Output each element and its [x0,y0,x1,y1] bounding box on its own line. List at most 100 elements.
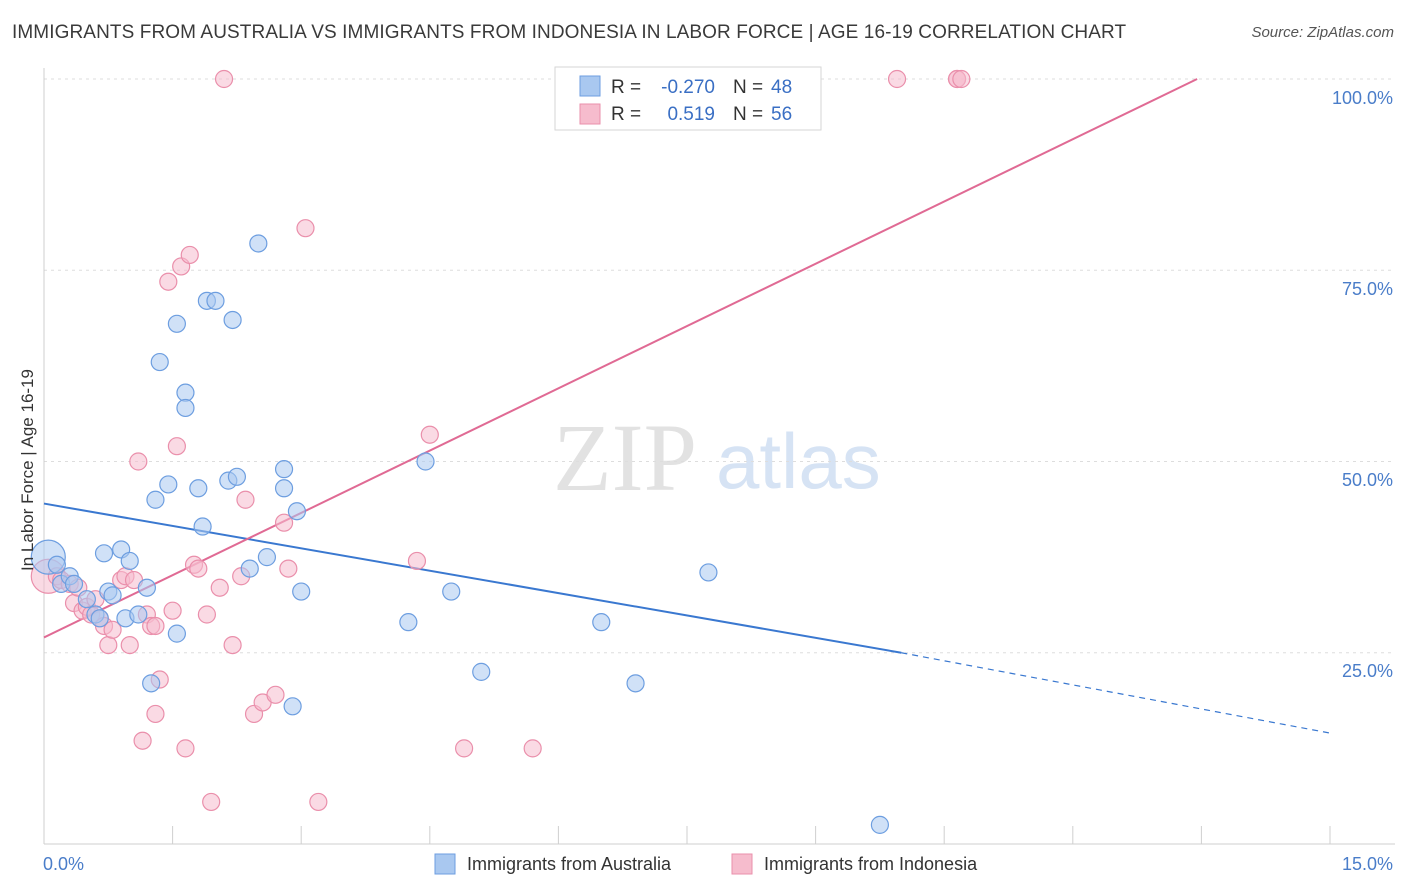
chart-title: IMMIGRANTS FROM AUSTRALIA VS IMMIGRANTS … [12,22,1127,43]
point-australia [442,582,461,601]
point-australia [167,314,186,333]
series-legend-label-indonesia: Immigrants from Indonesia [764,854,978,874]
point-indonesia [309,792,328,812]
point-australia [90,609,109,628]
point-australia [137,578,156,597]
point-australia [47,555,66,574]
point-australia [193,517,212,536]
legend-swatch-indonesia [579,103,601,125]
point-australia [142,674,161,693]
point-indonesia [197,605,216,624]
point-indonesia [159,272,178,291]
point-indonesia [279,559,298,578]
point-australia [146,490,165,509]
legend-n-label-australia: N = [733,77,763,98]
point-indonesia [176,739,195,758]
legend-n-label-indonesia: N = [733,104,763,125]
y-tick-label-100: 100.0% [1332,88,1393,108]
point-indonesia [952,69,971,89]
point-indonesia [103,620,122,639]
point-australia [176,398,195,418]
point-australia [287,502,307,521]
point-indonesia [214,69,234,89]
point-australia [103,586,122,605]
correlation-legend: R = -0.270 N = 48 R = 0.519 N = 56 [554,66,822,131]
point-indonesia [189,559,208,578]
point-australia [249,234,268,253]
legend-r-value-australia: -0.270 [661,77,715,98]
point-indonesia [296,219,315,238]
point-indonesia [202,792,221,812]
point-australia [227,467,246,486]
point-australia [274,460,294,479]
legend-n-value-australia: 48 [771,77,792,98]
y-axis-label: In Labor Force | Age 16-19 [18,369,37,571]
point-indonesia [223,635,242,655]
x-tick-label-min: 0.0% [43,854,84,874]
legend-r-label-australia: R = [611,77,641,98]
point-indonesia [99,635,118,655]
trend-lines [43,78,1331,734]
series-legend: Immigrants from Australia Immigrants fro… [434,853,978,875]
y-tick-label-75: 75.0% [1342,279,1393,299]
point-australia [870,815,890,834]
point-indonesia [146,616,165,636]
point-australia [159,475,178,494]
point-indonesia [180,245,199,265]
point-australia [257,548,277,567]
point-indonesia [129,452,148,471]
point-australia [120,551,139,571]
point-australia [592,613,611,632]
point-australia [283,697,302,716]
point-australia [150,352,169,372]
point-indonesia [420,425,439,444]
series-legend-label-australia: Immigrants from Australia [467,854,672,874]
legend-r-value-indonesia: 0.519 [667,104,715,125]
trend-line-australia-extension [901,652,1331,734]
point-indonesia [887,69,907,89]
point-australia [176,383,195,402]
trend-line-australia [43,502,902,654]
point-indonesia [266,685,285,704]
watermark-zip: ZIP [553,404,697,511]
point-indonesia [274,513,294,532]
legend-n-value-indonesia: 56 [771,104,792,125]
point-australia [399,613,418,632]
y-tick-label-25: 25.0% [1342,661,1393,681]
point-indonesia [133,731,152,750]
point-australia [129,605,148,624]
point-indonesia [210,578,229,597]
point-australia [292,582,311,601]
point-australia [167,624,186,643]
point-australia [94,544,114,563]
point-indonesia [236,490,255,509]
legend-swatch-australia [579,75,601,97]
point-australia [240,559,259,578]
watermark-atlas: atlas [716,417,881,505]
point-indonesia [523,739,542,758]
axes [43,68,1395,845]
point-indonesia [407,551,427,571]
point-australia [189,479,208,498]
point-australia [274,479,294,498]
y-tick-label-50: 50.0% [1342,470,1393,490]
x-tick-label-max: 15.0% [1342,854,1393,874]
series-legend-swatch-australia [434,853,456,875]
gridlines [44,78,1395,654]
point-indonesia [120,635,139,655]
trend-line-indonesia [43,78,1198,639]
point-australia [699,563,718,582]
point-indonesia [454,739,474,758]
legend-r-label-indonesia: R = [611,104,641,125]
source-credit: Source: ZipAtlas.com [1251,24,1394,41]
point-australia [77,590,96,609]
point-indonesia [146,704,165,724]
point-australia [206,291,225,310]
point-australia [472,662,491,681]
point-indonesia [167,437,186,456]
series-legend-swatch-indonesia [731,853,753,875]
point-australia [223,310,242,330]
point-australia [64,574,84,594]
point-australia [416,452,435,471]
